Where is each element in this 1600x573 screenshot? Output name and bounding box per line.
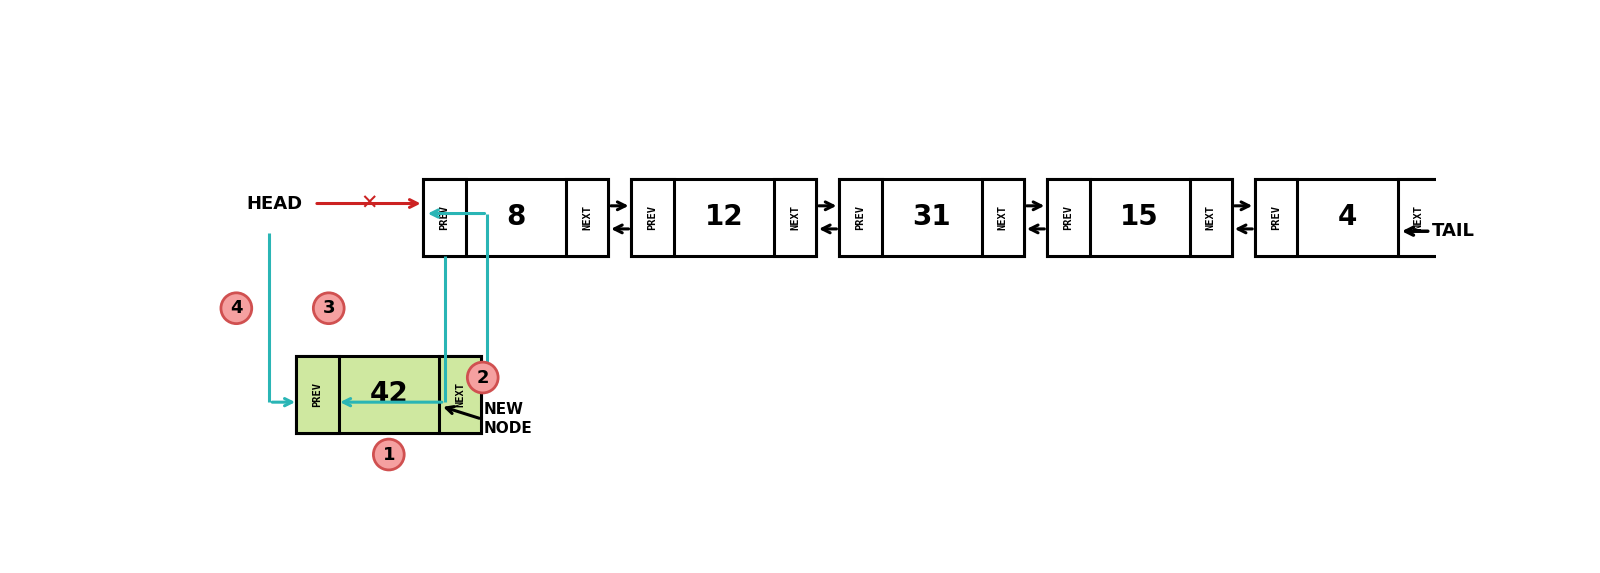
Text: PREV: PREV bbox=[856, 205, 866, 230]
Text: 4: 4 bbox=[230, 299, 243, 317]
Text: PREV: PREV bbox=[648, 205, 658, 230]
Bar bbox=[1046, 179, 1090, 256]
Circle shape bbox=[314, 293, 344, 324]
Text: HEAD: HEAD bbox=[246, 194, 302, 213]
Bar bbox=[632, 179, 816, 256]
Text: NEXT: NEXT bbox=[454, 382, 466, 407]
Bar bbox=[438, 356, 482, 433]
Bar bbox=[840, 179, 1024, 256]
Bar bbox=[1397, 179, 1440, 256]
Text: ✕: ✕ bbox=[360, 194, 378, 214]
Circle shape bbox=[467, 362, 498, 393]
Bar bbox=[296, 356, 339, 433]
Bar bbox=[1189, 179, 1232, 256]
Text: 1: 1 bbox=[382, 446, 395, 464]
Text: PREV: PREV bbox=[312, 382, 323, 407]
Text: 2: 2 bbox=[477, 368, 490, 387]
Bar bbox=[424, 179, 608, 256]
Bar bbox=[566, 179, 608, 256]
Text: PREV: PREV bbox=[440, 205, 450, 230]
Text: 8: 8 bbox=[506, 203, 525, 231]
Text: NEXT: NEXT bbox=[582, 205, 592, 230]
Bar bbox=[1254, 179, 1440, 256]
Text: NEXT: NEXT bbox=[1206, 205, 1216, 230]
Bar bbox=[1254, 179, 1298, 256]
Bar bbox=[296, 356, 482, 433]
Text: 4: 4 bbox=[1338, 203, 1357, 231]
Text: 3: 3 bbox=[323, 299, 334, 317]
Text: NEW
NODE: NEW NODE bbox=[483, 402, 533, 436]
Bar bbox=[424, 179, 466, 256]
Text: 31: 31 bbox=[912, 203, 950, 231]
Text: 15: 15 bbox=[1120, 203, 1158, 231]
Text: NEXT: NEXT bbox=[1414, 205, 1424, 230]
Bar bbox=[632, 179, 674, 256]
Circle shape bbox=[373, 439, 405, 470]
Text: TAIL: TAIL bbox=[1432, 222, 1475, 240]
Bar bbox=[840, 179, 882, 256]
Bar bbox=[774, 179, 816, 256]
Text: PREV: PREV bbox=[1064, 205, 1074, 230]
Circle shape bbox=[221, 293, 251, 324]
Bar bbox=[982, 179, 1024, 256]
Bar bbox=[1046, 179, 1232, 256]
Text: PREV: PREV bbox=[1272, 205, 1282, 230]
Text: 42: 42 bbox=[370, 380, 408, 409]
Text: NEXT: NEXT bbox=[790, 205, 800, 230]
Text: 12: 12 bbox=[704, 203, 742, 231]
Text: NEXT: NEXT bbox=[998, 205, 1008, 230]
